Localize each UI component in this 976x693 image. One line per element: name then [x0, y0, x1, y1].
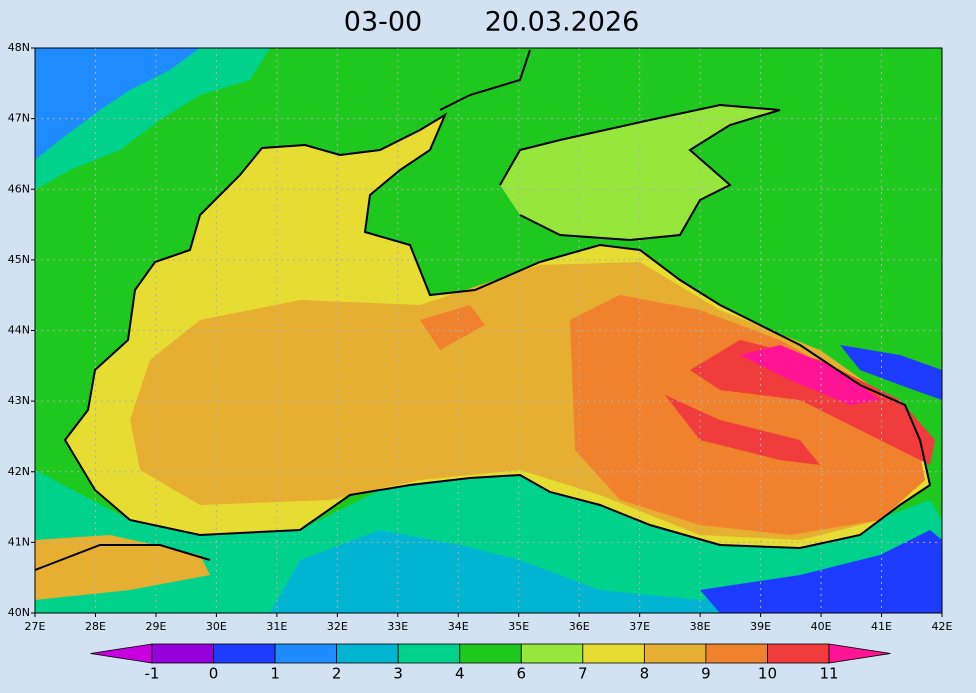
lon-tick-label: 38E	[690, 620, 711, 633]
colorbar-segment	[274, 643, 338, 664]
lon-tick-label: 34E	[448, 620, 469, 633]
colorbar-segment	[582, 643, 645, 664]
field-e-cold	[840, 345, 942, 400]
lat-tick-label: 43N	[8, 394, 30, 407]
field	[35, 48, 942, 613]
field-hot-spot	[420, 305, 485, 350]
lat-tick-label: 41N	[8, 535, 30, 548]
colorbar-segment	[520, 643, 584, 664]
field-hot	[570, 295, 925, 535]
colorbar-segment	[705, 643, 768, 664]
colorbar-label: 8	[640, 665, 650, 683]
colorbar-max-arrow	[828, 643, 891, 664]
colorbar-segment	[336, 643, 399, 664]
lon-tick-label: 32E	[327, 620, 348, 633]
lon-tick-label: 30E	[206, 620, 227, 633]
lon-tick-label: 31E	[266, 620, 287, 633]
colorbar-segment	[767, 643, 830, 664]
colorbar-segment	[643, 643, 707, 664]
lat-tick-label: 44N	[8, 324, 30, 337]
field-marmara	[35, 535, 210, 600]
lon-tick-label: 40E	[811, 620, 832, 633]
field-south	[35, 470, 942, 613]
title-date: 20.03.2026	[485, 7, 640, 38]
field-red	[690, 340, 935, 465]
title-time: 03-00	[344, 7, 422, 38]
colorbar: -1 0 1 2 3 4 6 7 8 9 10 11	[90, 643, 891, 683]
map-frame	[34, 47, 943, 614]
colorbar-label: 10	[758, 665, 777, 683]
coastline	[34, 49, 932, 571]
field-magenta	[740, 345, 880, 405]
lon-tick-label: 39E	[750, 620, 771, 633]
lon-tick-label: 42E	[932, 620, 953, 633]
lat-tick-label: 46N	[8, 182, 30, 195]
lon-tick-label: 37E	[629, 620, 650, 633]
colorbar-segment	[459, 643, 522, 664]
colorbar-label: 3	[393, 665, 403, 683]
lat-tick-label: 45N	[8, 253, 30, 266]
field-nw-cold	[35, 48, 200, 160]
colorbar-label: 11	[819, 665, 838, 683]
colorbar-segment	[397, 643, 461, 664]
colorbar-label: 7	[578, 665, 588, 683]
lon-tick-label: 33E	[387, 620, 408, 633]
colorbar-segment	[151, 643, 214, 664]
lon-tick-label: 28E	[85, 620, 106, 633]
colorbar-label: 6	[516, 665, 526, 683]
colorbar-segment	[213, 643, 276, 664]
lon-tick-label: 27E	[25, 620, 46, 633]
lon-tick-label: 35E	[508, 620, 529, 633]
lat-tick-label: 40N	[8, 606, 30, 619]
colorbar-label: 4	[455, 665, 465, 683]
lat-tick-label: 48N	[8, 41, 30, 54]
colorbar-label: 1	[270, 665, 280, 683]
lon-tick-label: 41E	[871, 620, 892, 633]
colorbar-label: 0	[209, 665, 219, 683]
lon-tick-label: 29E	[145, 620, 166, 633]
colorbar-label: -1	[145, 665, 160, 683]
lat-tick-label: 47N	[8, 112, 30, 125]
lat-tick-label: 42N	[8, 465, 30, 478]
colorbar-label: 2	[332, 665, 342, 683]
lon-tick-label: 36E	[569, 620, 590, 633]
field-red-2	[665, 395, 820, 465]
colorbar-label: 9	[701, 665, 711, 683]
